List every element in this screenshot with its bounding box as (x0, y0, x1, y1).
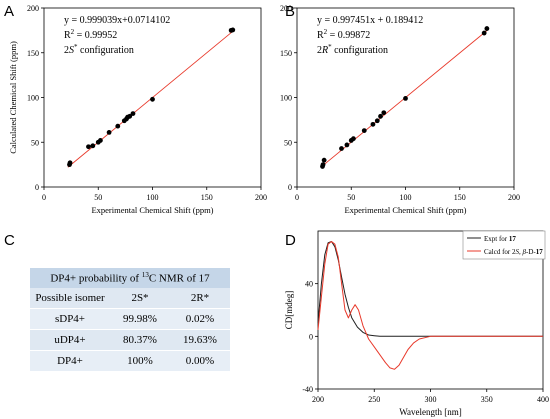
data-point (403, 95, 408, 101)
table-cell: 0.02% (170, 308, 230, 330)
x-tick-label: 200 (508, 193, 520, 202)
x-tick-label: 0 (295, 193, 299, 202)
y-tick-label: 0 (309, 332, 313, 341)
y-tick-label: 200 (27, 4, 39, 13)
data-point (86, 144, 91, 150)
data-point (127, 113, 133, 119)
x-tick-label: 100 (400, 193, 412, 202)
legend-label-calcd: Calcd for 2S, β-D-17 (484, 248, 543, 256)
config-b: 2R* configuration (317, 43, 388, 56)
y-axis-label: CD[mdeg] (284, 291, 294, 330)
panel-label-a: A (4, 3, 15, 20)
x-axis-label: Experimental Chemical Shift (ppm) (91, 205, 213, 215)
data-point (484, 26, 490, 31)
table-header-cell: 2R* (170, 288, 230, 309)
data-point (67, 160, 73, 166)
scatter-chart-b: 0 50 100 150 200 0 50 100 150 200 Experimental Che… (280, 4, 520, 215)
table-cell: 19.63% (170, 329, 230, 351)
table-cell: DP4+ (30, 350, 110, 372)
data-point (320, 162, 326, 168)
x-tick-label: 50 (94, 193, 102, 202)
cd-spectrum-chart: 200 250 300 350 400 -40 0 40 Wavelength [nm] CD[m… (284, 230, 549, 417)
data-point (361, 128, 367, 134)
data-point (130, 111, 136, 117)
table-cell: 99.98% (110, 308, 170, 330)
y-tick-label: 40 (305, 280, 313, 289)
x-tick-label: 200 (255, 193, 267, 202)
data-point (374, 118, 380, 124)
r2-a: R2 = 0.99952 (64, 28, 117, 41)
y-tick-label: 150 (27, 49, 39, 58)
y-tick-label: 100 (27, 94, 39, 103)
table-cell: uDP4+ (30, 329, 110, 351)
x-tick-label: 200 (312, 395, 324, 404)
x-tick-label: 350 (481, 395, 493, 404)
data-point (98, 138, 103, 143)
legend-label-expt: Expt for 17 (484, 235, 516, 243)
y-axis-label: Calculated Chemical Shift (ppm) (8, 41, 18, 154)
y-tick-label: 50 (31, 138, 39, 147)
r2-b: R2 = 0.99872 (317, 28, 370, 41)
y-tick-label: 0 (35, 183, 39, 192)
data-point (370, 121, 376, 127)
data-point (339, 146, 344, 151)
data-point (150, 96, 155, 102)
series-calcd-line (317, 241, 543, 370)
data-point (115, 123, 121, 129)
panel-label-d: D (285, 232, 296, 249)
x-tick-label: 50 (347, 193, 355, 202)
table-cell: 80.37% (110, 329, 170, 351)
data-point (481, 30, 487, 36)
x-tick-label: 150 (454, 193, 466, 202)
table-header-cell: 2S* (110, 288, 170, 309)
x-tick-label: 250 (368, 395, 380, 404)
table-cell: sDP4+ (30, 308, 110, 330)
data-point (344, 142, 350, 148)
table-title: DP4+ probability of 13C NMR of 17 (30, 268, 230, 288)
equation-a: y = 0.999039x+0.0714102 (64, 15, 170, 26)
y-tick-label: 150 (280, 49, 292, 58)
scatter-chart-a: 0 50 100 150 200 0 50 100 150 200 Experimental Che… (8, 4, 267, 215)
x-tick-label: 0 (42, 193, 46, 202)
data-point (106, 130, 112, 135)
equation-b: y = 0.997451x + 0.189412 (317, 15, 423, 26)
x-tick-label: 150 (201, 193, 213, 202)
data-point (321, 157, 327, 163)
y-tick-label: 0 (288, 183, 292, 192)
x-tick-label: 300 (425, 395, 437, 404)
x-tick-label: 100 (147, 193, 159, 202)
data-point (90, 143, 96, 149)
x-axis-label: Wavelength [nm] (399, 407, 462, 417)
data-point (351, 136, 356, 142)
y-tick-label: 100 (280, 94, 292, 103)
config-a: 2S* configuration (64, 43, 134, 56)
y-tick-label: 200 (280, 4, 292, 13)
panel-label-b: B (285, 3, 296, 20)
table-cell: 100% (110, 350, 170, 372)
dp4-table: DP4+ probability of 13C NMR of 17 Possib… (30, 268, 230, 372)
data-point (381, 110, 387, 116)
y-tick-label: 50 (284, 138, 292, 147)
y-tick-label: -40 (302, 385, 313, 394)
x-axis-label: Experimental Chemical Shift (ppm) (344, 205, 466, 215)
data-point (378, 113, 383, 119)
x-tick-label: 400 (537, 395, 549, 404)
panel-label-c: C (4, 232, 15, 249)
legend: Expt for 17 Calcd for 2S, β-D-17 (462, 230, 546, 260)
table-header-cell: Possible isomer (30, 288, 110, 309)
data-point (230, 27, 236, 33)
table-cell: 0.00% (170, 350, 230, 372)
series-expt-line (317, 241, 543, 337)
